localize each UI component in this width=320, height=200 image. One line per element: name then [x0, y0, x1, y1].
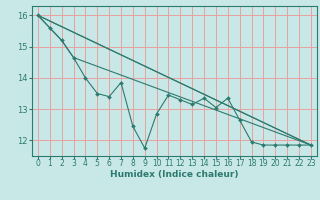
X-axis label: Humidex (Indice chaleur): Humidex (Indice chaleur) [110, 170, 239, 179]
